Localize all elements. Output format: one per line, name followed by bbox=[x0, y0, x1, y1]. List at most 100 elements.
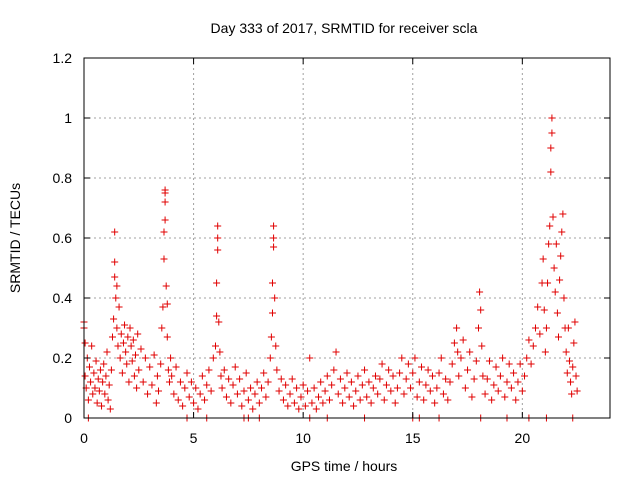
data-point bbox=[420, 396, 428, 404]
data-point bbox=[111, 228, 119, 236]
data-point bbox=[569, 363, 577, 371]
x-tick-label: 0 bbox=[80, 430, 88, 446]
data-point bbox=[238, 402, 246, 410]
data-point bbox=[284, 402, 292, 410]
data-point bbox=[139, 378, 147, 386]
data-point bbox=[148, 381, 156, 389]
data-point bbox=[94, 375, 102, 383]
data-point bbox=[557, 252, 565, 260]
data-point bbox=[382, 381, 390, 389]
data-point bbox=[551, 288, 559, 296]
data-point bbox=[95, 387, 103, 395]
data-point bbox=[304, 387, 312, 395]
x-axis-label: GPS time / hours bbox=[291, 458, 398, 474]
data-point bbox=[310, 384, 318, 392]
data-point bbox=[105, 381, 113, 389]
data-point bbox=[124, 333, 132, 341]
data-point bbox=[108, 333, 116, 341]
data-point bbox=[213, 279, 221, 287]
data-point bbox=[103, 348, 111, 356]
data-point bbox=[81, 339, 89, 347]
data-point bbox=[161, 186, 169, 194]
x-tick-label: 10 bbox=[295, 430, 311, 446]
data-point bbox=[442, 375, 450, 383]
data-point bbox=[127, 342, 135, 350]
data-point bbox=[251, 390, 259, 398]
chart-title: Day 333 of 2017, SRMTID for receiver scl… bbox=[211, 20, 478, 36]
data-point bbox=[126, 324, 134, 332]
data-point bbox=[548, 129, 556, 137]
data-point bbox=[203, 381, 211, 389]
data-point bbox=[301, 402, 309, 410]
data-point bbox=[361, 366, 369, 374]
data-point bbox=[170, 390, 178, 398]
data-point bbox=[510, 369, 518, 377]
data-point bbox=[214, 234, 222, 242]
data-point bbox=[88, 342, 96, 350]
data-point bbox=[548, 114, 556, 122]
data-point bbox=[312, 405, 320, 413]
data-point bbox=[339, 399, 347, 407]
data-point bbox=[475, 324, 482, 332]
data-point bbox=[163, 333, 171, 341]
data-point bbox=[270, 222, 278, 230]
data-point bbox=[488, 396, 496, 404]
data-point bbox=[354, 372, 362, 380]
data-point bbox=[459, 336, 467, 344]
data-point bbox=[119, 339, 127, 347]
y-axis-label: SRMTID / TECUs bbox=[7, 183, 23, 293]
data-point bbox=[272, 342, 280, 350]
data-point bbox=[217, 372, 225, 380]
data-point bbox=[341, 384, 349, 392]
data-point bbox=[572, 372, 580, 380]
data-point bbox=[116, 354, 124, 362]
data-point bbox=[146, 363, 154, 371]
data-point bbox=[106, 405, 114, 413]
data-point bbox=[110, 315, 118, 323]
data-point bbox=[242, 369, 250, 377]
data-point bbox=[317, 378, 325, 386]
data-point bbox=[391, 399, 399, 407]
data-point bbox=[92, 357, 100, 365]
data-point bbox=[499, 354, 507, 362]
data-point bbox=[115, 303, 123, 311]
data-point bbox=[544, 279, 552, 287]
data-point bbox=[85, 363, 93, 371]
data-point bbox=[133, 384, 141, 392]
data-point bbox=[496, 372, 504, 380]
data-point bbox=[345, 393, 353, 401]
data-point bbox=[453, 324, 461, 332]
data-point bbox=[369, 384, 377, 392]
data-point bbox=[562, 348, 570, 356]
data-point bbox=[134, 330, 142, 338]
data-point bbox=[172, 363, 180, 371]
data-point bbox=[247, 384, 255, 392]
data-point bbox=[454, 348, 462, 356]
data-point bbox=[162, 282, 170, 290]
data-point bbox=[293, 384, 301, 392]
data-point bbox=[531, 324, 539, 332]
data-point bbox=[297, 393, 305, 401]
data-point bbox=[107, 366, 115, 374]
data-point bbox=[91, 384, 99, 392]
data-point bbox=[125, 378, 133, 386]
data-point bbox=[479, 372, 487, 380]
data-point bbox=[563, 369, 571, 377]
data-point bbox=[378, 360, 386, 368]
data-point bbox=[244, 396, 252, 404]
data-point bbox=[352, 387, 360, 395]
data-point bbox=[229, 381, 237, 389]
data-point bbox=[398, 354, 406, 362]
data-point bbox=[159, 303, 167, 311]
data-point bbox=[547, 168, 555, 176]
data-point bbox=[371, 372, 379, 380]
data-point bbox=[323, 372, 331, 380]
data-point bbox=[249, 405, 257, 413]
data-point bbox=[270, 243, 278, 251]
data-point bbox=[214, 222, 222, 230]
data-point bbox=[558, 228, 566, 236]
data-point bbox=[387, 387, 395, 395]
data-point bbox=[100, 360, 108, 368]
data-point bbox=[158, 324, 166, 332]
